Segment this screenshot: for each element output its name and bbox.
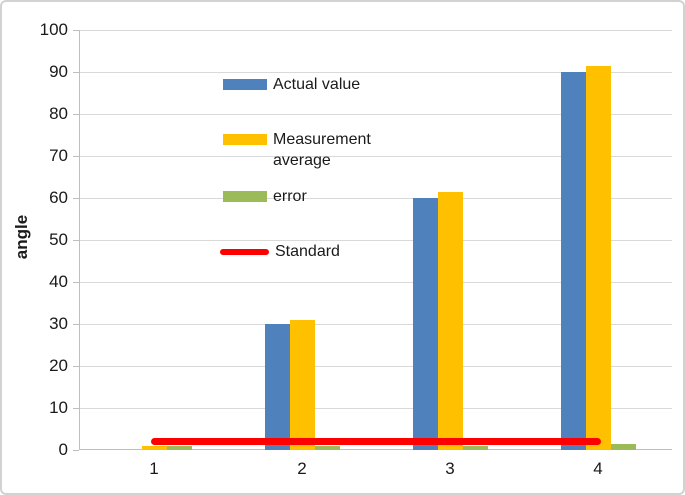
y-tick [73, 450, 79, 451]
legend-swatch-error [223, 191, 267, 202]
gridline-100 [80, 30, 672, 31]
y-tick-label: 60 [49, 188, 68, 207]
y-tick [73, 30, 79, 31]
legend-entry-standard: Standard [220, 241, 340, 262]
y-tick-label: 100 [39, 20, 68, 39]
line-standard [151, 438, 601, 446]
y-tick-label: 90 [49, 62, 68, 81]
gridline-90 [80, 72, 672, 73]
y-tick [73, 198, 79, 199]
y-tick-label: 10 [49, 398, 68, 417]
y-tick [73, 366, 79, 367]
y-tick [73, 114, 79, 115]
y-tick-label: 20 [49, 356, 68, 375]
y-tick-label: 50 [49, 230, 68, 249]
gridline-60 [80, 198, 672, 199]
legend-entry-error: error [223, 186, 307, 207]
y-tick [73, 408, 79, 409]
y-tick-label: 0 [58, 440, 68, 459]
y-axis-line [79, 30, 80, 450]
gridline-20 [80, 366, 672, 367]
legend-entry-actual-value: Actual value [223, 74, 360, 95]
gridline-50 [80, 240, 672, 241]
y-tick-label: 30 [49, 314, 68, 333]
bar-measurement-average-cat4 [585, 65, 611, 450]
legend-label-standard: Standard [275, 243, 340, 260]
bar-measurement-average-cat2 [289, 319, 315, 450]
x-axis-line [80, 449, 672, 450]
bar-actual-value-cat2 [264, 324, 290, 450]
y-tick [73, 240, 79, 241]
y-tick [73, 72, 79, 73]
bar-error-cat4 [610, 443, 636, 450]
legend-swatch-measurement-average [223, 134, 267, 145]
y-tick-label: 40 [49, 272, 68, 291]
legend-label-error: error [273, 188, 307, 205]
y-tick [73, 324, 79, 325]
bar-actual-value-cat4 [560, 72, 586, 450]
y-tick-label: 70 [49, 146, 68, 165]
bar-measurement-average-cat3 [437, 191, 463, 450]
y-tick-label: 80 [49, 104, 68, 123]
bar-error-cat1 [166, 445, 192, 450]
y-tick [73, 282, 79, 283]
legend-swatch-standard [220, 249, 269, 255]
gridline-80 [80, 114, 672, 115]
x-tick-label: 4 [593, 459, 603, 478]
legend-label-actual-value: Actual value [273, 76, 361, 93]
bar-error-cat2 [314, 445, 340, 450]
legend-label-measurement-average: Measurement average [273, 131, 371, 169]
gridline-40 [80, 282, 672, 283]
x-tick-label: 2 [297, 459, 307, 478]
bar-measurement-average-cat1 [141, 445, 167, 450]
legend-entry-measurement-average: Measurement average [223, 129, 391, 171]
gridline-70 [80, 156, 672, 157]
plot-area [80, 30, 672, 450]
y-tick [73, 156, 79, 157]
bar-actual-value-cat3 [412, 198, 438, 450]
legend-swatch-actual-value [223, 79, 267, 90]
gridline-30 [80, 324, 672, 325]
gridline-10 [80, 408, 672, 409]
x-tick-label: 1 [149, 459, 159, 478]
bar-error-cat3 [462, 445, 488, 450]
x-tick-label: 3 [445, 459, 455, 478]
